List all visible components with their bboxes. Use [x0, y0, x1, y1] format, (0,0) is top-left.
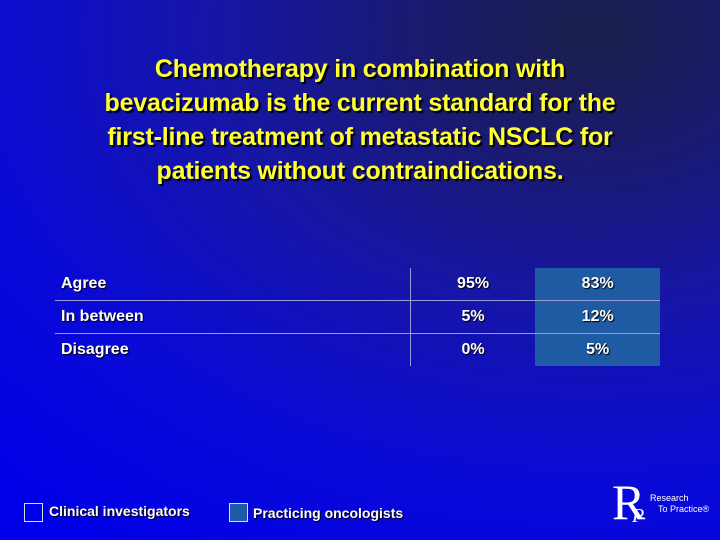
logo-letter-r: R	[612, 474, 646, 530]
results-table: Agree 95% 83% In between 5% 12% Disagree…	[55, 268, 660, 366]
row-label: Disagree	[55, 333, 411, 366]
practicing-oncologists-value: 12%	[535, 300, 660, 334]
slide-title: Chemotherapy in combination with bevaciz…	[40, 52, 680, 188]
clinical-investigators-value: 0%	[409, 333, 536, 366]
table-row: Agree 95% 83%	[55, 268, 660, 301]
title-line: patients without contraindications.	[156, 157, 564, 185]
clinical-investigators-value: 5%	[409, 300, 536, 334]
clinical-investigators-value: 95%	[409, 268, 536, 301]
logo-text-to-practice: To Practice®	[658, 504, 710, 514]
table-row: In between 5% 12%	[55, 300, 660, 334]
research-to-practice-logo: R P Research To Practice®	[612, 474, 712, 530]
table-row: Disagree 0% 5%	[55, 333, 660, 366]
practicing-oncologists-legend-label: Practicing oncologists	[253, 505, 404, 521]
practicing-oncologists-value: 5%	[535, 333, 660, 366]
logo-letter-p: P	[632, 505, 645, 527]
logo-text-research: Research	[650, 493, 689, 503]
title-line: Chemotherapy in combination with	[154, 55, 566, 83]
clinical-investigators-legend-label: Clinical investigators	[49, 503, 190, 519]
practicing-oncologists-legend-swatch	[229, 503, 248, 522]
practicing-oncologists-value: 83%	[535, 268, 660, 301]
title-line: bevacizumab is the current standard for …	[104, 89, 616, 117]
clinical-investigators-legend-swatch	[24, 503, 43, 522]
row-label: In between	[55, 300, 411, 334]
title-line: first-line treatment of metastatic NSCLC…	[107, 123, 613, 151]
row-label: Agree	[61, 275, 107, 292]
